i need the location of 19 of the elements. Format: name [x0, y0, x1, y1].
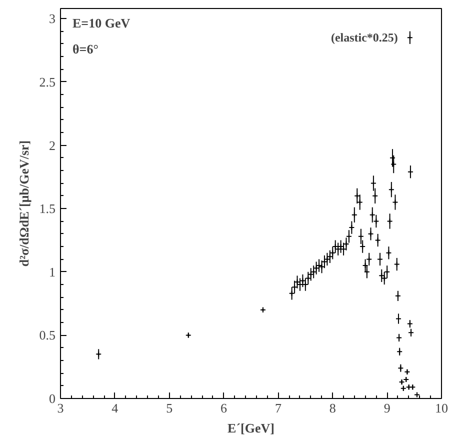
y-tick-label: 3 — [49, 11, 56, 26]
y-tick-label: 0.5 — [39, 328, 56, 343]
x-tick-label: 5 — [166, 400, 173, 416]
y-axis-title: d²σ/dΩdE´[μb/GeV/sr] — [16, 140, 32, 267]
y-tick-label: 2.5 — [39, 74, 56, 90]
x-tick-label: 10 — [435, 400, 448, 416]
x-tick-label: 4 — [112, 400, 119, 416]
x-tick-label: 6 — [220, 400, 228, 416]
annotation: (elastic*0.25) — [330, 30, 398, 45]
x-tick-label: 8 — [329, 400, 336, 416]
x-tick-label: 7 — [274, 400, 282, 416]
x-axis-title: E´[GeV] — [228, 420, 274, 436]
y-tick-label: 2 — [49, 138, 56, 153]
annotation: θ=6° — [72, 42, 98, 56]
annotation: E=10 GeV — [72, 16, 131, 30]
x-tick-label: 9 — [384, 400, 390, 416]
y-tick-label: 1 — [49, 264, 56, 280]
y-tick-label: 0 — [49, 391, 56, 406]
y-tick-label: 1.5 — [39, 201, 56, 216]
